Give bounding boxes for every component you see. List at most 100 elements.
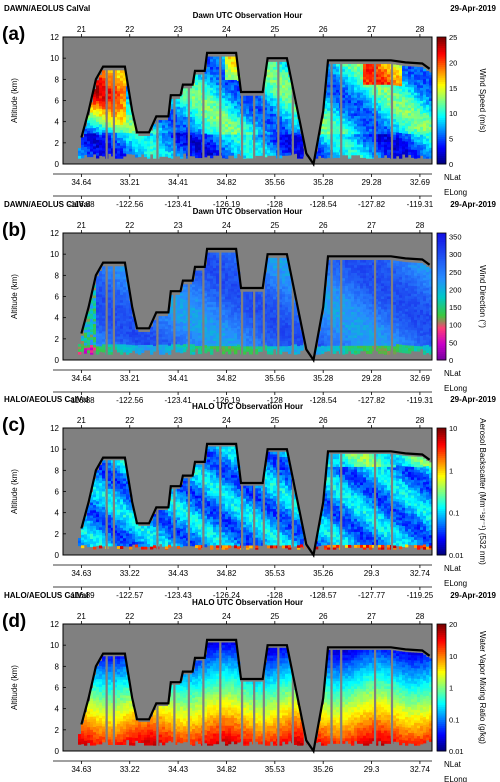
panel-d: HALO/AEOLUS CalVal 29-Apr-2019 HALO UTC Ob…	[2, 591, 497, 782]
data-gap	[330, 49, 333, 164]
top-tick-label: 23	[174, 612, 183, 621]
y-tick-label: 0	[55, 356, 60, 365]
colorbar-tick-label: 200	[449, 285, 462, 294]
ground-mask	[63, 745, 432, 751]
colorbar-label: Wind Speed (m/s)	[478, 68, 487, 132]
lat-row-label: NLat	[444, 173, 462, 182]
lat-tick-label: 33.21	[120, 178, 141, 187]
lat-tick-label: 32.74	[410, 569, 431, 578]
y-tick-label: 12	[50, 229, 59, 238]
data-gap	[262, 440, 265, 555]
colorbar-tick-label: 5	[449, 135, 453, 144]
top-tick-label: 26	[319, 416, 328, 425]
lat-tick-label: 34.41	[168, 178, 189, 187]
lon-tick-label: -126.19	[213, 396, 241, 405]
data-gap	[253, 636, 256, 751]
data-gap	[202, 245, 205, 360]
lon-tick-label: -119.31	[407, 200, 434, 209]
data-gap	[173, 49, 176, 164]
top-tick-label: 25	[270, 221, 279, 230]
data-gap	[156, 245, 159, 360]
y-tick-label: 6	[55, 488, 60, 497]
colorbar-tick-label: 100	[449, 321, 462, 330]
y-tick-label: 10	[50, 250, 59, 259]
colorbar-tick-label: 0	[449, 356, 453, 365]
top-tick-label: 23	[174, 221, 183, 230]
data-gap	[303, 440, 307, 555]
campaign-title: DAWN/AEOLUS CalVal	[4, 200, 90, 209]
data-gap	[373, 636, 377, 751]
data-gap	[240, 636, 244, 751]
data-gap	[291, 636, 294, 751]
data-gap	[253, 245, 256, 360]
data-gap	[112, 636, 116, 751]
colorbar: 0 50 100 150 200 250 300 350 Wind Direction (°)	[436, 233, 487, 365]
lat-tick-label: 34.43	[168, 765, 189, 774]
data-gap	[291, 245, 294, 360]
data-gap	[390, 49, 394, 164]
date-label: 29-Apr-2019	[450, 591, 496, 600]
data-gap	[373, 49, 377, 164]
top-tick-label: 28	[415, 221, 424, 230]
data-gap	[330, 636, 333, 751]
lon-row-label: ELong	[444, 775, 467, 782]
y-tick-label: 2	[55, 139, 60, 148]
data-gap	[105, 440, 108, 555]
top-axis-title: Dawn UTC Observation Hour	[193, 207, 303, 216]
data-gap	[390, 440, 394, 555]
y-tick-label: 10	[50, 641, 59, 650]
lon-tick-label: -128.54	[310, 396, 338, 405]
lat-tick-label: 32.69	[410, 178, 431, 187]
data-gap	[112, 440, 116, 555]
lon-tick-label: -122.56	[116, 396, 144, 405]
data-gap	[262, 245, 265, 360]
heatmap-cells	[78, 446, 433, 552]
data-gap	[373, 440, 377, 555]
panel-label: (c)	[2, 415, 25, 436]
top-tick-label: 22	[125, 221, 134, 230]
data-gap	[156, 636, 159, 751]
lat-tick-label: 33.22	[120, 569, 141, 578]
top-tick-label: 26	[319, 25, 328, 34]
lon-row-label: ELong	[444, 579, 467, 588]
data-gap	[112, 245, 116, 360]
top-tick-label: 26	[319, 221, 328, 230]
lon-tick-label: -127.77	[358, 591, 386, 600]
top-tick-label: 23	[174, 416, 183, 425]
lat-tick-label: 35.53	[265, 569, 286, 578]
colorbar-tick-label: 20	[449, 58, 457, 67]
top-tick-label: 28	[415, 612, 424, 621]
lat-tick-label: 35.26	[313, 569, 334, 578]
data-gap	[277, 245, 280, 360]
top-tick-label: 27	[367, 416, 376, 425]
colorbar-tick-label: 150	[449, 303, 462, 312]
y-tick-label: 4	[55, 705, 60, 714]
data-gap	[390, 245, 394, 360]
colorbar-label: Wind Direction (°)	[478, 265, 487, 328]
lat-tick-label: 35.26	[313, 765, 334, 774]
lon-tick-label: -128.54	[310, 200, 338, 209]
data-gap	[202, 636, 205, 751]
lat-tick-label: 34.43	[168, 569, 189, 578]
y-axis-label: Altitude (km)	[10, 665, 19, 710]
colorbar-tick-label: 1	[449, 684, 453, 693]
y-tick-label: 6	[55, 293, 60, 302]
y-tick-label: 4	[55, 314, 60, 323]
colorbar-tick-label: 300	[449, 250, 462, 259]
data-gap	[240, 440, 244, 555]
top-tick-label: 27	[367, 612, 376, 621]
y-tick-label: 8	[55, 75, 60, 84]
colorbar-tick-label: 20	[449, 620, 457, 629]
y-tick-label: 2	[55, 530, 60, 539]
data-gap	[340, 636, 343, 751]
top-tick-label: 22	[125, 416, 134, 425]
lat-row-label: NLat	[444, 564, 462, 573]
y-axis-label: Altitude (km)	[10, 469, 19, 514]
y-tick-label: 12	[50, 33, 59, 42]
lon-tick-label: -126.19	[213, 200, 241, 209]
top-tick-label: 23	[174, 25, 183, 34]
lon-tick-label: -128.57	[310, 591, 338, 600]
data-gap	[262, 49, 265, 164]
lon-tick-label: -119.31	[407, 396, 434, 405]
colorbar-tick-label: 10	[449, 652, 457, 661]
